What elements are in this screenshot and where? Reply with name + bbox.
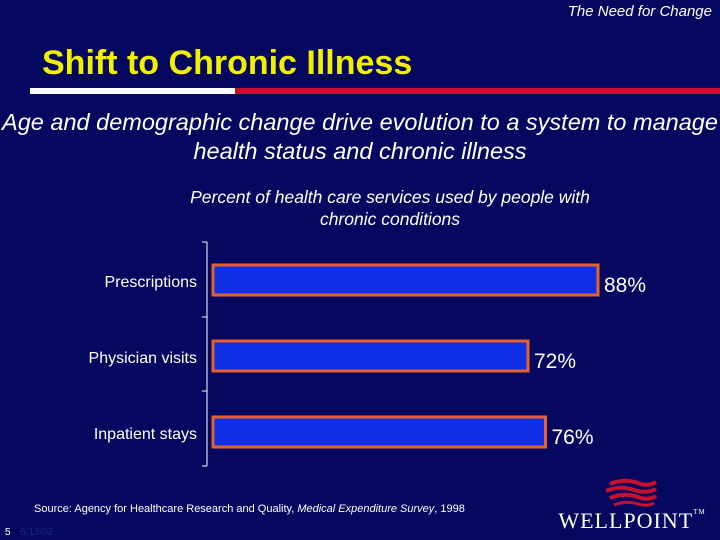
slide-title: Shift to Chronic Illness xyxy=(42,44,413,82)
value-label: 76% xyxy=(552,426,594,449)
source-note: Source: Agency for Healthcare Research a… xyxy=(34,503,465,515)
slide-subtitle: Age and demographic change drive evoluti… xyxy=(2,109,718,164)
category-label: Physician visits xyxy=(89,350,197,367)
wellpoint-logo: WELLPOINTTM xyxy=(552,478,712,534)
category-label: Inpatient stays xyxy=(94,426,197,443)
chart-title: Percent of health care services used by … xyxy=(190,187,590,229)
value-label: 72% xyxy=(534,350,576,373)
source-title: Medical Expenditure Survey xyxy=(297,503,435,515)
bar xyxy=(211,415,547,449)
flag-icon xyxy=(605,478,658,507)
page-number: 5 xyxy=(5,527,11,538)
title-rule-white xyxy=(30,88,235,94)
logo-trademark: TM xyxy=(693,508,706,516)
source-prefix: Source: Agency for Healthcare Research a… xyxy=(34,503,298,515)
bar xyxy=(211,339,530,373)
footer-date: 6/13/02 xyxy=(20,527,54,538)
logo-text: WELLPOINTTM xyxy=(552,508,712,534)
title-rule-red xyxy=(235,88,720,94)
value-label: 88% xyxy=(604,274,646,297)
section-label: The Need for Change xyxy=(567,3,712,20)
logo-wordmark: WELLPOINT xyxy=(558,508,694,533)
category-label: Prescriptions xyxy=(105,274,197,291)
bar xyxy=(211,263,600,297)
source-suffix: , 1998 xyxy=(434,503,465,515)
